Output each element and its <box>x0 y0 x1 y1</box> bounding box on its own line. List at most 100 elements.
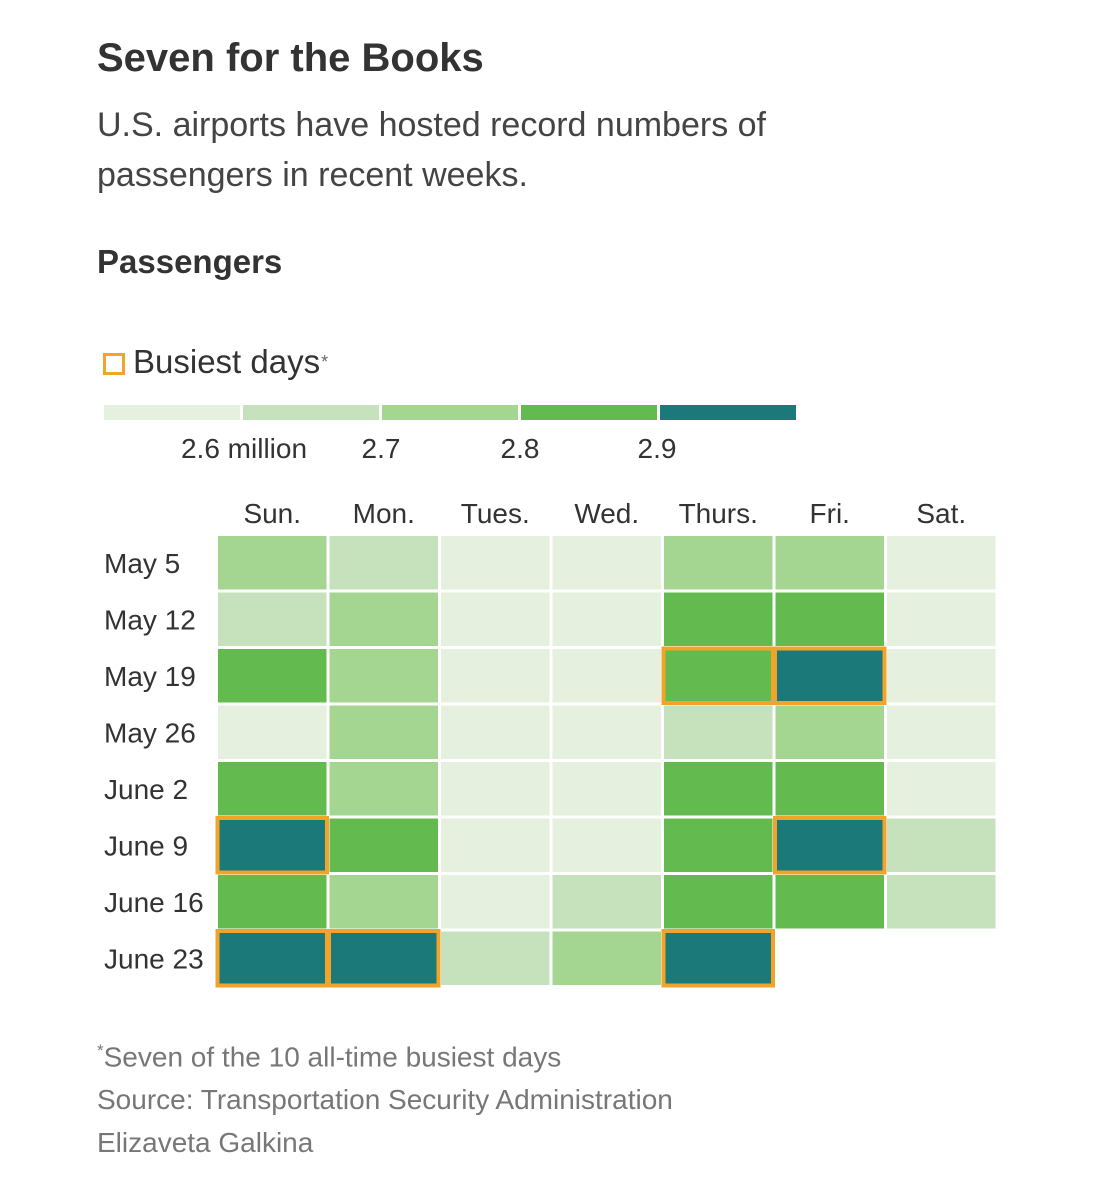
column-header-fri: Fri. <box>810 498 850 529</box>
row-label-may-12: May 12 <box>104 604 196 635</box>
cell-june-23-thurs <box>664 931 773 985</box>
column-header-thurs: Thurs. <box>679 498 758 529</box>
cell-june-23-wed <box>552 931 661 985</box>
footnote-note: *Seven of the 10 all-time busiest days <box>97 1029 673 1078</box>
cell-may-26-mon <box>329 705 438 759</box>
chart-subtitle: U.S. airports have hosted record numbers… <box>97 106 766 194</box>
cell-june-2-sun <box>218 762 327 816</box>
busiest-highlight-may-19-fri <box>773 646 887 705</box>
busiest-days-legend: Busiest days * <box>103 343 328 381</box>
cell-may-5-sun <box>218 536 327 590</box>
scale-label-2: 2.8 <box>501 433 540 464</box>
scale-segment-2 <box>382 405 518 420</box>
scale-segment-1 <box>243 405 379 420</box>
row-label-june-2: June 2 <box>104 774 188 805</box>
cell-may-5-fri <box>775 536 884 590</box>
cell-may-19-tues <box>441 649 550 703</box>
scale-label-3: 2.9 <box>638 433 677 464</box>
week-labels: May 5 May 12 May 19 May 26 June 2 June 9 June … <box>104 548 204 975</box>
busiest-highlight-june-9-sun <box>215 816 329 875</box>
busiest-highlight-june-23-thurs <box>661 929 775 988</box>
color-scale-legend: 2.6 million 2.7 2.8 2.9 <box>104 405 796 464</box>
cell-june-16-sun <box>218 875 327 929</box>
cell-june-23-tues <box>441 931 550 985</box>
cell-may-5-thurs <box>664 536 773 590</box>
scale-segment-3 <box>521 405 657 420</box>
footnote-marker: * <box>97 1041 104 1060</box>
cell-may-5-tues <box>441 536 550 590</box>
cell-june-16-thurs <box>664 875 773 929</box>
row-label-may-26: May 26 <box>104 717 196 748</box>
scale-segment-0 <box>104 405 240 420</box>
cell-june-2-mon <box>329 762 438 816</box>
cell-may-19-sun <box>218 649 327 703</box>
cell-may-26-tues <box>441 705 550 759</box>
cell-may-12-sun <box>218 592 327 646</box>
cell-june-2-tues <box>441 762 550 816</box>
cell-june-9-tues <box>441 818 550 872</box>
busiest-days-label: Busiest days <box>133 343 321 380</box>
footnote-source: Source: Transportation Security Administ… <box>97 1084 673 1116</box>
row-label-june-16: June 16 <box>104 887 204 918</box>
scale-label-1: 2.7 <box>362 433 401 464</box>
day-headers: Sun. Mon. Tues. Wed. Thurs. Fri. Sat. <box>243 498 966 529</box>
cell-may-19-fri <box>775 649 884 703</box>
footnote: *Seven of the 10 all-time busiest days S… <box>97 1029 673 1164</box>
cell-may-12-wed <box>552 592 661 646</box>
cell-may-12-thurs <box>664 592 773 646</box>
chart-title: Seven for the Books <box>97 36 484 80</box>
column-header-sat: Sat. <box>916 498 966 529</box>
cell-may-26-thurs <box>664 705 773 759</box>
busiest-highlight-june-23-mon <box>327 929 441 988</box>
cell-june-9-thurs <box>664 818 773 872</box>
busiest-highlight-june-9-fri <box>773 816 887 875</box>
column-header-wed: Wed. <box>574 498 639 529</box>
scale-label-0: 2.6 million <box>181 433 307 464</box>
cell-may-5-wed <box>552 536 661 590</box>
cell-may-19-thurs <box>664 649 773 703</box>
cell-may-12-fri <box>775 592 884 646</box>
cell-june-23-sun <box>218 931 327 985</box>
row-label-may-19: May 19 <box>104 661 196 692</box>
cell-may-26-sat <box>887 705 996 759</box>
column-header-tues: Tues. <box>461 498 530 529</box>
cell-june-9-wed <box>552 818 661 872</box>
row-label-june-9: June 9 <box>104 830 188 861</box>
cell-may-19-wed <box>552 649 661 703</box>
cell-june-16-fri <box>775 875 884 929</box>
column-header-sun: Sun. <box>243 498 301 529</box>
cell-may-12-sat <box>887 592 996 646</box>
cell-june-2-thurs <box>664 762 773 816</box>
heatmap-cells <box>218 536 996 985</box>
cell-june-9-sun <box>218 818 327 872</box>
footnote-credit: Elizaveta Galkina <box>97 1127 314 1159</box>
cell-june-16-wed <box>552 875 661 929</box>
section-label: Passengers <box>97 243 283 280</box>
cell-june-9-sat <box>887 818 996 872</box>
column-header-mon: Mon. <box>353 498 415 529</box>
cell-may-26-fri <box>775 705 884 759</box>
cell-june-2-sat <box>887 762 996 816</box>
cell-may-19-sat <box>887 649 996 703</box>
busiest-day-highlights <box>215 646 887 988</box>
cell-june-9-fri <box>775 818 884 872</box>
busiest-days-marker: * <box>321 351 329 372</box>
cell-may-12-tues <box>441 592 550 646</box>
cell-june-23-mon <box>329 931 438 985</box>
cell-june-9-mon <box>329 818 438 872</box>
cell-june-16-sat <box>887 875 996 929</box>
cell-may-5-mon <box>329 536 438 590</box>
cell-june-16-tues <box>441 875 550 929</box>
cell-june-16-mon <box>329 875 438 929</box>
cell-may-5-sat <box>887 536 996 590</box>
cell-june-2-fri <box>775 762 884 816</box>
cell-may-12-mon <box>329 592 438 646</box>
footnote-note-text: Seven of the 10 all-time busiest days <box>103 1041 562 1073</box>
cell-may-26-wed <box>552 705 661 759</box>
heatmap-chart: 2.6 million 2.7 2.8 2.9 Sun. Mon. Tues. Wed. Th… <box>104 405 996 988</box>
cell-may-26-sun <box>218 705 327 759</box>
row-label-may-5: May 5 <box>104 548 180 579</box>
cell-june-2-wed <box>552 762 661 816</box>
cell-may-19-mon <box>329 649 438 703</box>
scale-segment-4 <box>660 405 796 420</box>
